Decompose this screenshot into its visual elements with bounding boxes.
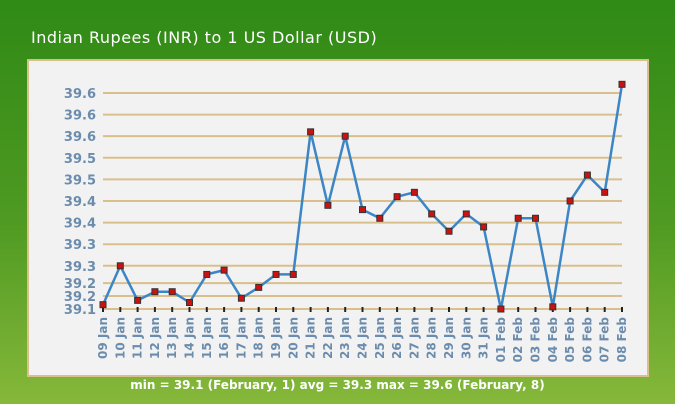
data-point-11 [289,270,297,278]
y-tick-label-9: 39.6 [64,130,96,145]
y-tick-label-3: 39.3 [64,260,96,275]
data-point-6 [203,270,211,278]
x-tick-label-5: 14 Jan [183,317,197,359]
x-tick-label-26: 04 Feb [546,317,560,363]
data-point-0 [99,301,107,309]
data-point-16 [376,214,384,222]
data-point-8 [237,294,245,302]
x-tick-label-3: 12 Jan [148,317,162,359]
data-point-4 [168,288,176,296]
x-tick-label-0: 09 Jan [96,317,110,359]
data-point-21 [462,210,470,218]
data-point-9 [255,283,263,291]
x-tick-label-2: 11 Jan [131,317,145,359]
x-tick-label-13: 22 Jan [321,317,335,359]
chart-summary: min = 39.1 (February, 1) avg = 39.3 max … [130,378,545,392]
x-tick-label-25: 03 Feb [529,317,543,363]
data-point-13 [324,201,332,209]
x-tick-label-7: 16 Jan [217,317,231,359]
x-tick-label-19: 28 Jan [425,317,439,359]
data-point-19 [428,210,436,218]
x-tick-label-16: 25 Jan [373,317,387,359]
data-point-1 [116,262,124,270]
data-point-28 [583,171,591,179]
data-point-30 [618,80,626,88]
data-point-17 [393,193,401,201]
data-point-26 [549,303,557,311]
x-tick-label-11: 20 Jan [286,317,300,359]
x-tick-label-30: 08 Feb [615,317,629,363]
x-tick-label-21: 30 Jan [459,317,473,359]
y-tick-label-6: 39.4 [64,195,96,210]
data-point-24 [514,214,522,222]
x-tick-label-4: 13 Jan [165,317,179,359]
x-tick-label-8: 17 Jan [234,317,248,359]
chart-panel [27,59,649,377]
y-tick-label-5: 39.4 [64,217,96,232]
x-tick-label-24: 02 Feb [511,317,525,363]
x-tick-label-17: 26 Jan [390,317,404,359]
data-point-14 [341,132,349,140]
chart-title: Indian Rupees (INR) to 1 US Dollar (USD) [31,28,378,47]
data-point-27 [566,197,574,205]
y-tick-label-4: 39.3 [64,238,96,253]
x-tick-label-12: 21 Jan [304,317,318,359]
y-tick-label-2: 39.2 [64,277,96,292]
data-point-7 [220,266,228,274]
x-tick-label-18: 27 Jan [407,317,421,359]
y-tick-label-7: 39.5 [64,173,96,188]
x-tick-label-27: 05 Feb [563,317,577,363]
x-tick-label-1: 10 Jan [113,317,127,359]
y-tick-label-0: 39.1 [64,303,96,318]
x-tick-label-28: 06 Feb [580,317,594,363]
data-point-23 [497,305,505,313]
data-point-2 [134,296,142,304]
data-point-10 [272,270,280,278]
data-point-15 [359,206,366,214]
y-tick-label-11: 39.6 [64,87,96,102]
x-tick-label-22: 31 Jan [477,317,491,359]
x-tick-label-14: 23 Jan [338,317,352,359]
y-tick-label-1: 39.2 [64,290,96,305]
x-tick-label-9: 18 Jan [252,317,266,359]
x-tick-label-20: 29 Jan [442,317,456,359]
data-point-18 [410,188,418,196]
x-tick-label-10: 19 Jan [269,317,283,359]
x-tick-label-23: 01 Feb [494,317,508,363]
data-point-25 [532,214,539,222]
series-line [101,84,624,311]
data-point-20 [445,227,453,235]
x-tick-label-29: 07 Feb [598,317,612,363]
y-tick-label-8: 39.5 [64,152,96,167]
x-tick-label-6: 15 Jan [200,317,214,359]
data-point-29 [601,188,609,196]
data-point-3 [151,288,159,296]
x-tick-label-15: 24 Jan [356,317,370,359]
data-point-12 [307,128,315,136]
data-point-5 [186,299,193,307]
y-tick-label-10: 39.6 [64,109,96,124]
data-point-22 [480,223,488,231]
